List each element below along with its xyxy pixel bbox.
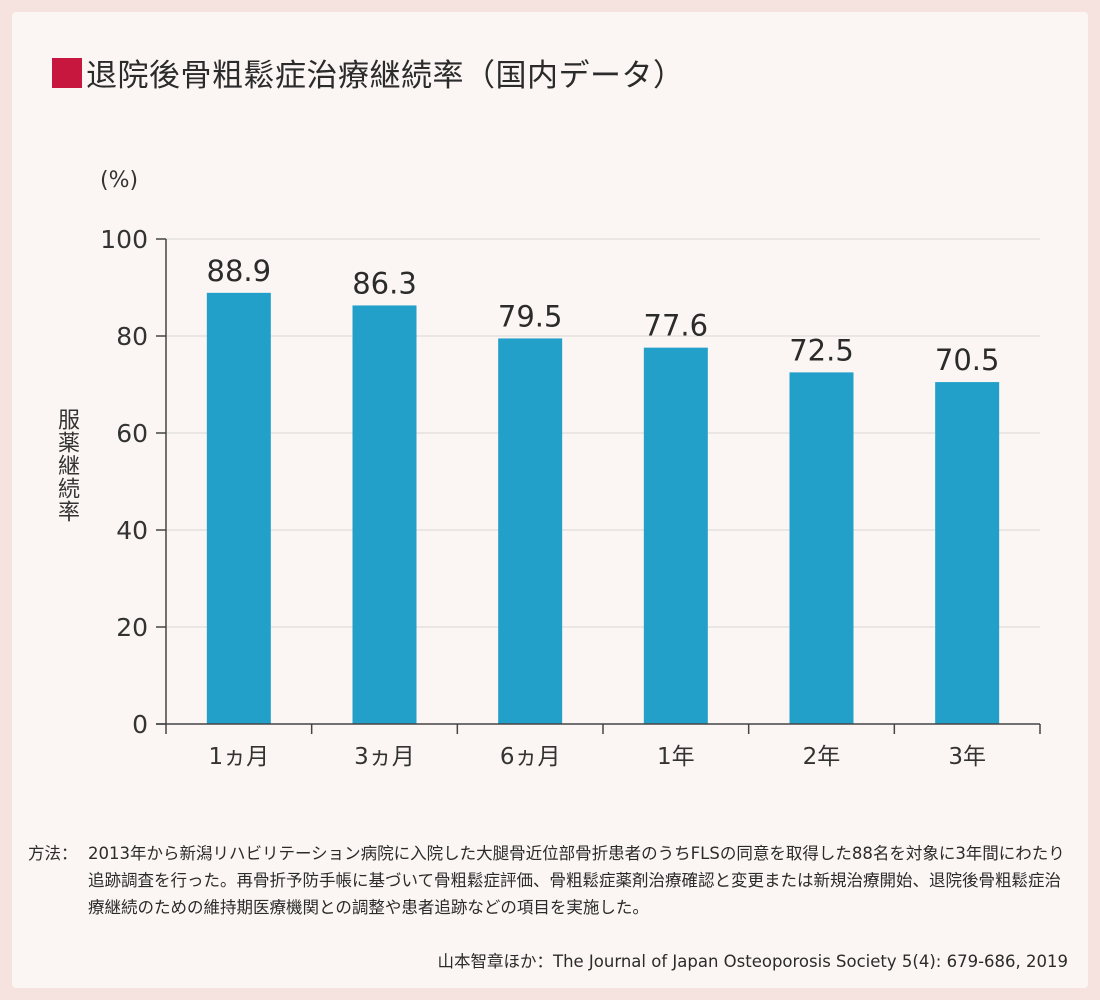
bar	[935, 382, 1000, 724]
method-notes-label: 方法：	[28, 844, 78, 863]
chart-title: 退院後骨粗鬆症治療継続率（国内データ）	[52, 50, 685, 95]
source-citation: 山本智章ほか：The Journal of Japan Osteoporosis…	[437, 952, 1068, 971]
bar	[789, 372, 854, 724]
x-tick-label: 1年	[657, 744, 695, 770]
y-tick-label: 40	[116, 516, 148, 545]
bar-value-label: 86.3	[352, 266, 417, 300]
y-axis-unit: (%)	[100, 168, 139, 193]
y-tick-label: 60	[116, 419, 148, 448]
method-notes-text: 2013年から新潟リハビリテーション病院に入院した大腿骨近位部骨折患者のうちFL…	[88, 844, 1065, 917]
x-tick-label: 3ヵ月	[354, 744, 415, 770]
y-tick-label: 0	[132, 710, 148, 739]
bar	[643, 347, 708, 724]
x-tick-label: 6ヵ月	[500, 744, 561, 770]
bar-value-label: 79.5	[498, 299, 563, 333]
bar	[352, 305, 417, 724]
y-tick-label: 20	[116, 613, 148, 642]
x-tick-label: 2年	[803, 744, 841, 770]
y-tick-label: 80	[116, 322, 148, 351]
y-tick-label: 100	[100, 225, 148, 254]
bar-chart: 0 20 40 60 80 100 88.9 1ヵ月 86.3 3ヵ月 79.5 6ヵ月 77.6 1年 7…	[100, 225, 1041, 770]
bar	[206, 292, 271, 724]
bar-value-label: 70.5	[935, 343, 1000, 377]
method-notes: 方法： 2013年から新潟リハビリテーション病院に入院した大腿骨近位部骨折患者の…	[28, 840, 1068, 921]
x-tick-label: 3年	[948, 744, 986, 770]
bar-value-label: 77.6	[644, 309, 709, 343]
x-tick-label: 1ヵ月	[209, 744, 270, 770]
bar-value-label: 88.9	[207, 254, 272, 288]
bar-value-label: 72.5	[789, 333, 854, 367]
bar	[498, 338, 563, 724]
title-marker-square	[52, 57, 82, 88]
chart-title-text: 退院後骨粗鬆症治療継続率（国内データ）	[86, 58, 685, 94]
y-axis-label: 服薬継続率	[54, 408, 79, 523]
